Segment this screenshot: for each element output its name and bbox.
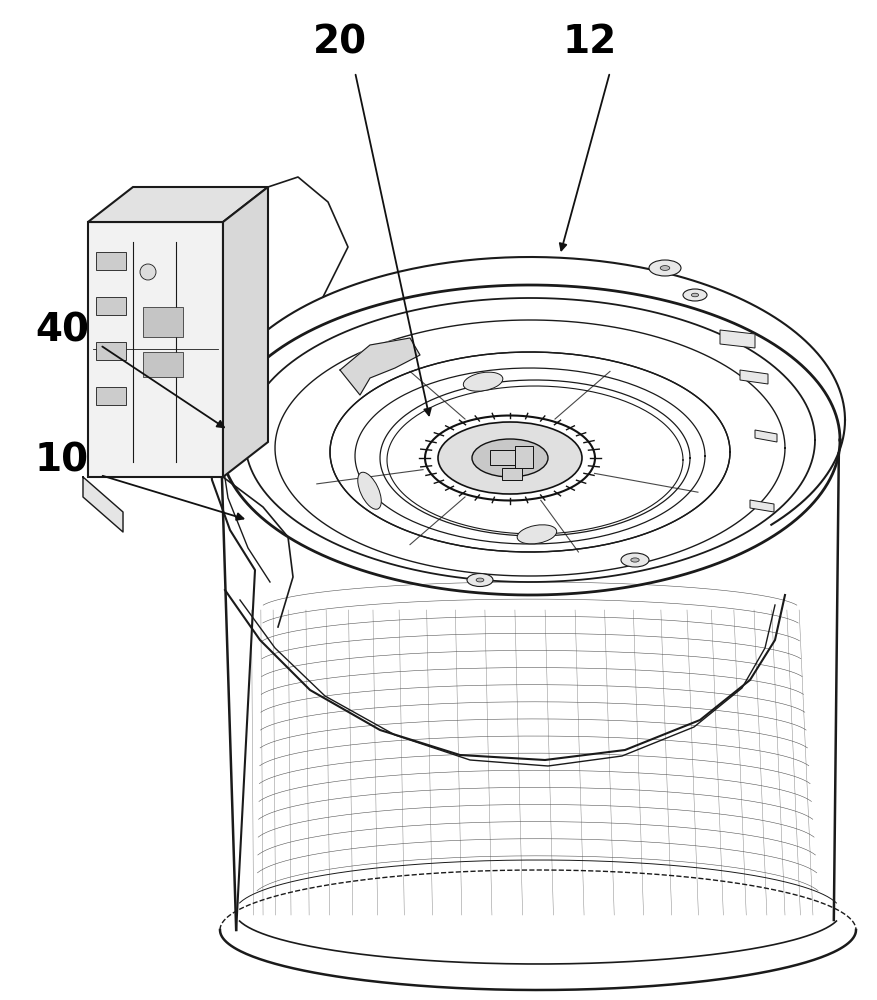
- Polygon shape: [719, 330, 754, 348]
- Polygon shape: [143, 307, 182, 337]
- Ellipse shape: [630, 558, 638, 562]
- Circle shape: [139, 264, 156, 280]
- Bar: [489, 450, 515, 465]
- Bar: [96, 342, 126, 360]
- Ellipse shape: [690, 293, 698, 297]
- Text: 40: 40: [35, 311, 89, 349]
- Ellipse shape: [620, 553, 648, 567]
- Text: 12: 12: [562, 23, 617, 61]
- Bar: [515, 446, 532, 468]
- Polygon shape: [143, 352, 182, 377]
- Polygon shape: [83, 477, 123, 532]
- Ellipse shape: [467, 574, 493, 586]
- Bar: [96, 387, 126, 405]
- Ellipse shape: [475, 578, 483, 582]
- Ellipse shape: [438, 422, 581, 494]
- Ellipse shape: [497, 452, 522, 464]
- Polygon shape: [88, 187, 267, 222]
- Ellipse shape: [357, 472, 381, 509]
- Ellipse shape: [648, 260, 681, 276]
- Polygon shape: [749, 500, 774, 512]
- Text: 10: 10: [35, 441, 89, 479]
- Polygon shape: [88, 222, 223, 477]
- Bar: [96, 297, 126, 315]
- Bar: [502, 468, 522, 480]
- Polygon shape: [754, 430, 776, 442]
- Ellipse shape: [517, 525, 556, 544]
- Polygon shape: [339, 338, 419, 395]
- Polygon shape: [223, 187, 267, 477]
- Ellipse shape: [463, 372, 503, 391]
- Ellipse shape: [660, 266, 669, 270]
- Bar: [96, 252, 126, 270]
- Text: 20: 20: [312, 23, 367, 61]
- Ellipse shape: [472, 439, 547, 477]
- Ellipse shape: [682, 289, 706, 301]
- Polygon shape: [739, 370, 767, 384]
